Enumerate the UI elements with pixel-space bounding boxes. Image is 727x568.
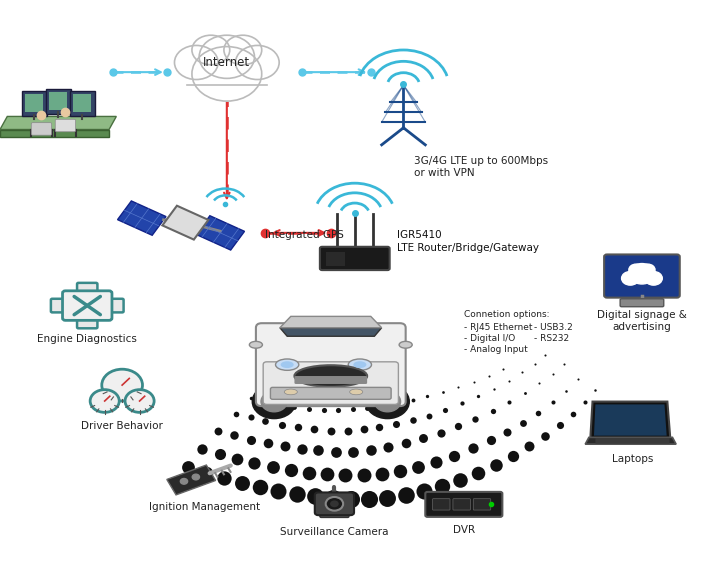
Circle shape <box>102 369 142 401</box>
FancyBboxPatch shape <box>187 74 267 85</box>
Polygon shape <box>590 402 670 438</box>
FancyBboxPatch shape <box>604 254 680 298</box>
FancyBboxPatch shape <box>51 299 70 312</box>
Circle shape <box>252 385 296 419</box>
Ellipse shape <box>353 361 366 368</box>
FancyBboxPatch shape <box>73 94 91 112</box>
Circle shape <box>622 272 639 285</box>
Circle shape <box>192 47 262 101</box>
Circle shape <box>326 497 343 511</box>
Circle shape <box>261 391 287 412</box>
FancyBboxPatch shape <box>256 323 406 406</box>
Circle shape <box>192 35 230 65</box>
FancyBboxPatch shape <box>31 123 52 135</box>
FancyBboxPatch shape <box>320 247 390 270</box>
Polygon shape <box>166 465 216 495</box>
Ellipse shape <box>284 389 297 395</box>
Polygon shape <box>0 116 116 130</box>
FancyBboxPatch shape <box>294 376 367 384</box>
FancyBboxPatch shape <box>63 291 112 320</box>
FancyBboxPatch shape <box>263 362 398 404</box>
Polygon shape <box>162 206 209 240</box>
Text: 3G/4G LTE up to 600Mbps
or with VPN: 3G/4G LTE up to 600Mbps or with VPN <box>414 156 548 178</box>
Text: Ignition Management: Ignition Management <box>149 502 260 512</box>
FancyBboxPatch shape <box>315 492 354 515</box>
Circle shape <box>174 45 218 80</box>
FancyBboxPatch shape <box>70 91 95 116</box>
Text: Driver Behavior: Driver Behavior <box>81 421 163 432</box>
FancyBboxPatch shape <box>320 509 349 517</box>
Circle shape <box>192 474 199 480</box>
Ellipse shape <box>249 341 262 348</box>
Circle shape <box>629 264 643 275</box>
Circle shape <box>330 500 339 507</box>
Circle shape <box>236 45 279 80</box>
Circle shape <box>90 390 119 412</box>
FancyBboxPatch shape <box>473 499 491 510</box>
Text: DVR: DVR <box>453 525 475 535</box>
Circle shape <box>629 264 655 284</box>
Circle shape <box>366 385 409 419</box>
Ellipse shape <box>281 361 294 368</box>
Circle shape <box>374 391 401 412</box>
FancyBboxPatch shape <box>22 91 47 116</box>
Text: Laptops: Laptops <box>612 454 653 465</box>
Polygon shape <box>585 437 676 444</box>
Circle shape <box>180 478 188 484</box>
Ellipse shape <box>276 359 299 370</box>
FancyBboxPatch shape <box>46 89 71 114</box>
Text: - RJ45 Ethernet: - RJ45 Ethernet <box>464 323 532 332</box>
FancyBboxPatch shape <box>620 299 664 307</box>
FancyBboxPatch shape <box>453 499 470 510</box>
Text: IGR5410
LTE Router/Bridge/Gateway: IGR5410 LTE Router/Bridge/Gateway <box>397 230 539 253</box>
FancyBboxPatch shape <box>425 492 502 517</box>
Text: Engine Diagnostics: Engine Diagnostics <box>37 334 137 344</box>
Circle shape <box>199 35 254 78</box>
Text: Connetion options:: Connetion options: <box>464 310 550 319</box>
Polygon shape <box>280 328 382 336</box>
Text: - RS232: - RS232 <box>534 334 569 343</box>
FancyBboxPatch shape <box>595 438 670 444</box>
FancyBboxPatch shape <box>49 92 67 110</box>
FancyBboxPatch shape <box>55 119 76 132</box>
FancyBboxPatch shape <box>105 299 124 312</box>
Polygon shape <box>0 130 109 137</box>
Text: Internet: Internet <box>204 56 250 69</box>
Ellipse shape <box>399 341 412 348</box>
Text: Digital signage &
advertising: Digital signage & advertising <box>597 310 687 332</box>
FancyBboxPatch shape <box>326 252 345 265</box>
Text: Surveillance Camera: Surveillance Camera <box>280 527 389 537</box>
Polygon shape <box>594 404 667 436</box>
Polygon shape <box>280 316 382 328</box>
Circle shape <box>125 390 154 412</box>
Text: - Digital I/O: - Digital I/O <box>464 334 515 343</box>
Circle shape <box>645 272 662 285</box>
Polygon shape <box>118 201 166 235</box>
Polygon shape <box>196 216 244 250</box>
Ellipse shape <box>348 359 371 370</box>
FancyBboxPatch shape <box>25 94 43 112</box>
FancyBboxPatch shape <box>433 499 450 510</box>
Circle shape <box>224 35 262 65</box>
Circle shape <box>640 264 655 275</box>
FancyBboxPatch shape <box>77 316 97 328</box>
FancyBboxPatch shape <box>270 387 391 399</box>
Text: Integrated GPS: Integrated GPS <box>265 230 344 240</box>
FancyBboxPatch shape <box>77 283 97 295</box>
Text: - USB3.2: - USB3.2 <box>534 323 573 332</box>
Text: - Analog Input: - Analog Input <box>464 345 528 354</box>
Ellipse shape <box>350 389 363 395</box>
Ellipse shape <box>294 365 367 387</box>
